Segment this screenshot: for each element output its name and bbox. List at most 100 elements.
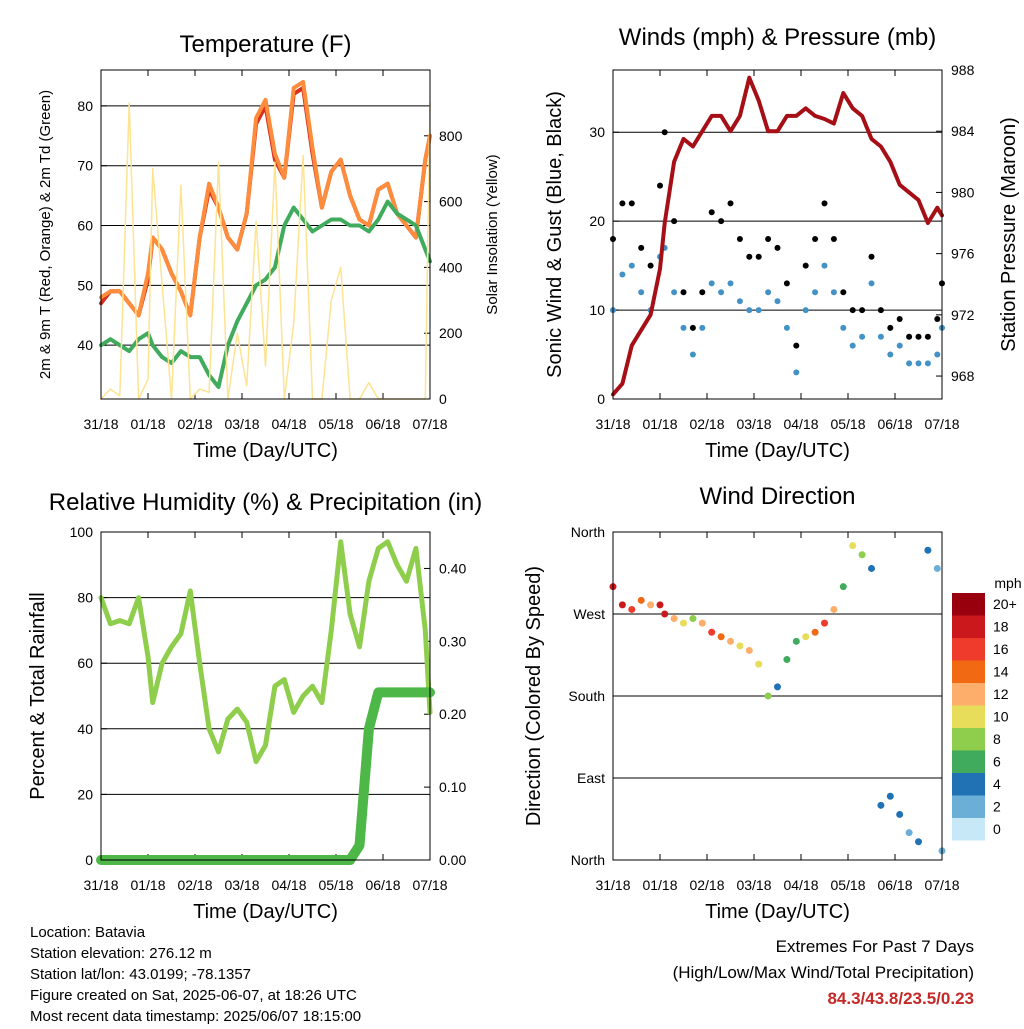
x-tick-label: 31/18 [595,877,630,893]
y-tick-label-right: 980 [951,184,975,200]
x-tick-label: 03/18 [736,416,771,432]
direction-point [618,601,626,609]
wind-point [619,271,626,278]
y-tick-label: 100 [70,524,94,540]
x-tick-label: 05/18 [830,416,865,432]
legend-label: 18 [993,619,1009,635]
extremes-title: Extremes For Past 7 Days [775,937,974,956]
y-tick-label: 20 [77,786,93,802]
gust-point [765,235,772,242]
gust-point [821,200,828,207]
x-tick-label: 05/18 [318,416,353,432]
gust-point [906,333,913,340]
gust-point [802,262,809,269]
legend-label: 10 [993,709,1009,725]
wind-point [755,307,762,314]
y-tick-label: 60 [77,218,93,234]
y-tick-label: 20 [589,213,605,229]
legend-swatch [952,818,985,841]
y-tick-label-right: 0.00 [439,852,466,868]
y-tick-label: 80 [77,98,93,114]
wind-point [812,289,819,296]
x-tick-label: 31/18 [83,416,118,432]
direction-point [637,596,645,604]
y-tick-label-right: 800 [439,128,463,144]
speed-legend: mph 20+ 18 16 14 12 10 8 6 4 2 0 [952,575,1022,841]
chart-panel-3: Relative Humidity (%) & Precipitation (i… [27,489,482,923]
direction-point [811,628,819,636]
wind-point [783,324,790,331]
wind-point [699,324,706,331]
x-tick-label: 03/18 [736,877,771,893]
y-tick-label-right: 0 [439,391,447,407]
wind-point [849,342,856,349]
direction-point [755,660,763,668]
gust-point [774,244,781,251]
gust-point [718,218,725,225]
gust-point [859,307,866,314]
direction-point [783,656,791,664]
legend-swatch [952,773,985,796]
x-axis-label: Time (Day/UTC) [705,440,850,462]
direction-point [647,601,655,609]
direction-point [680,619,687,627]
y-tick-label: 50 [77,277,93,293]
x-tick-label: 07/18 [924,416,959,432]
wind-point [877,333,884,340]
wind-point [821,262,828,269]
wind-point [746,307,753,314]
direction-point [896,810,904,818]
y-tick-label-right: 968 [951,368,975,384]
direction-point [745,646,753,654]
y-tick-label: West [573,606,605,622]
direction-point [774,683,781,691]
y-tick-label: 10 [589,302,605,318]
wind-point [727,280,734,287]
y-axis-label-right: Solar Insolation (Yellow) [484,154,501,314]
wind-point [680,324,687,331]
plot-frame [612,69,943,400]
wind-point [868,280,875,287]
x-tick-label: 02/18 [689,877,724,893]
direction-point [868,564,875,572]
y-tick-label-right: 0.20 [439,706,466,722]
y-tick-label: 80 [77,590,93,606]
y-tick-label: South [568,688,605,704]
legend-swatch [952,705,985,728]
x-tick-label: 05/18 [830,877,865,893]
y-tick-label: 40 [77,337,93,353]
direction-point [689,615,697,623]
wind-point [887,351,894,358]
x-axis-label: Time (Day/UTC) [193,440,338,462]
extremes-subtitle: (High/Low/Max Wind/Total Precipitation) [672,963,974,982]
direction-point [924,546,932,554]
direction-point [717,633,725,641]
direction-point [736,642,744,650]
legend-swatch [952,660,985,683]
chart-panel-2: Winds (mph) & Pressure (mb) 0 10 20 30 968 972… [544,24,1020,462]
legend-swatch [952,728,985,751]
direction-point [661,610,669,618]
legend-swatch [952,615,985,638]
y-tick-label-right: 976 [951,246,975,262]
legend-label: 6 [993,754,1001,770]
direction-point [858,551,866,559]
legend-label: 0 [993,821,1001,837]
direction-point [915,838,922,846]
series-line-2 [96,687,435,865]
direction-point [764,692,772,700]
y-tick-label: 0 [85,852,93,868]
direction-point [708,628,716,636]
created-text: Figure created on Sat, 2025-06-07, at 18… [30,987,357,1004]
elevation-text: Station elevation: 276.12 m [30,945,212,962]
y-axis-label: 2m & 9m T (Red, Orange) & 2m Td (Green) [37,90,54,379]
series-line-4 [100,102,431,400]
x-tick-label: 04/18 [271,416,306,432]
y-tick-label: 60 [77,655,93,671]
wind-point [736,298,743,305]
wind-point [793,369,800,376]
series-line-2 [99,80,432,318]
y-tick-label: East [577,770,605,786]
series-line-3 [611,75,944,397]
plot-frame [100,69,431,400]
